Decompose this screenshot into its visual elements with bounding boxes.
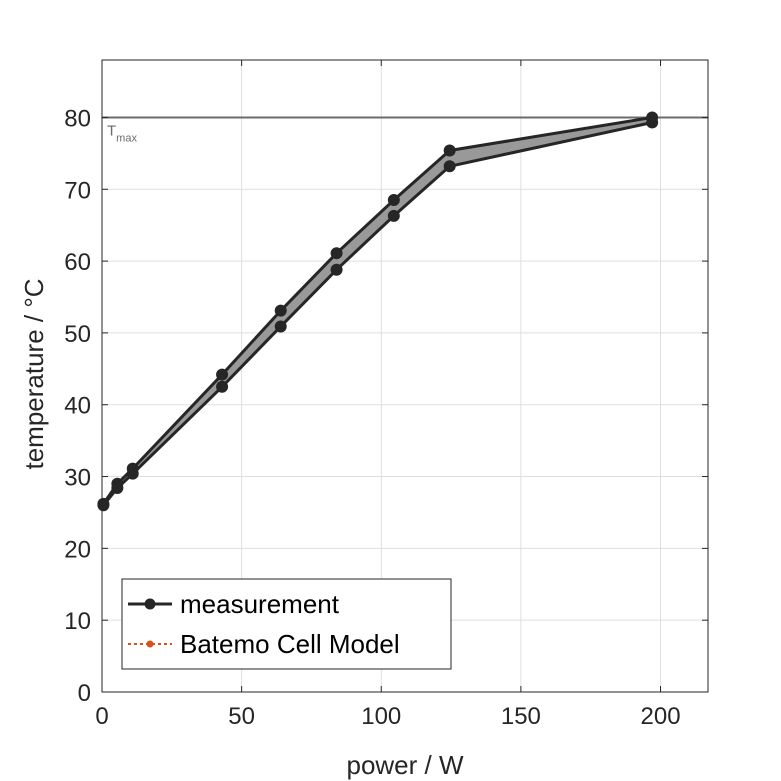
axes	[101, 59, 709, 693]
legend-label-measurement: measurement	[180, 589, 340, 619]
measurement-upper-point	[443, 144, 456, 157]
measurement-upper-point	[387, 194, 400, 207]
x-tick-label: 200	[641, 703, 681, 730]
measurement-lower-point	[126, 467, 139, 480]
measurement-lower-point	[97, 499, 110, 512]
measurement-lower-point	[330, 263, 343, 276]
y-tick-label: 80	[64, 105, 91, 132]
y-tick-label: 60	[64, 249, 91, 276]
y-tick-label: 50	[64, 321, 91, 348]
measurement-lower-point	[387, 209, 400, 222]
y-tick-label: 30	[64, 465, 91, 492]
reference-line-label: Tmax	[107, 122, 137, 144]
legend-items: measurement Batemo Cell Model	[128, 589, 400, 659]
measurement-lower-point	[646, 116, 659, 129]
x-axis-label: power / W	[346, 750, 463, 780]
y-tick-label: 10	[64, 608, 91, 635]
axes-box	[101, 59, 709, 693]
tick-labels: 0 50 100 150 200 0 10 20 30 40 50 60 70 80	[64, 105, 680, 730]
measurement-upper-point	[274, 304, 287, 317]
y-tick-label: 40	[64, 393, 91, 420]
legend-item-measurement: measurement	[128, 589, 340, 619]
legend-label-batemo-cell-model: Batemo Cell Model	[180, 629, 400, 659]
legend-item-batemo-cell-model: Batemo Cell Model	[128, 629, 400, 659]
measurement-upper-point	[330, 247, 343, 260]
measurement-upper-point	[216, 368, 229, 381]
x-tick-label: 0	[95, 703, 108, 730]
measurement-lower-point	[443, 160, 456, 173]
legend: measurement Batemo Cell Model	[121, 578, 452, 670]
measurement-lower-point	[216, 380, 229, 393]
y-tick-label: 70	[64, 177, 91, 204]
legend-marker-batemo-cell-model	[146, 640, 154, 648]
legend-box	[121, 578, 452, 670]
y-axis-label: temperature / °C	[19, 278, 49, 469]
x-tick-label: 150	[501, 703, 541, 730]
y-tick-label: 20	[64, 536, 91, 563]
legend-marker-measurement	[144, 598, 156, 610]
series-group	[97, 111, 659, 512]
reference-line-label-sub: max	[116, 132, 137, 144]
x-tick-label: 100	[361, 703, 401, 730]
reference-line-label-main: T	[107, 122, 116, 139]
x-tick-label: 50	[228, 703, 255, 730]
measurement-lower-point	[111, 482, 124, 495]
y-tick-label: 0	[78, 680, 91, 707]
measurement-lower-point	[274, 320, 287, 333]
